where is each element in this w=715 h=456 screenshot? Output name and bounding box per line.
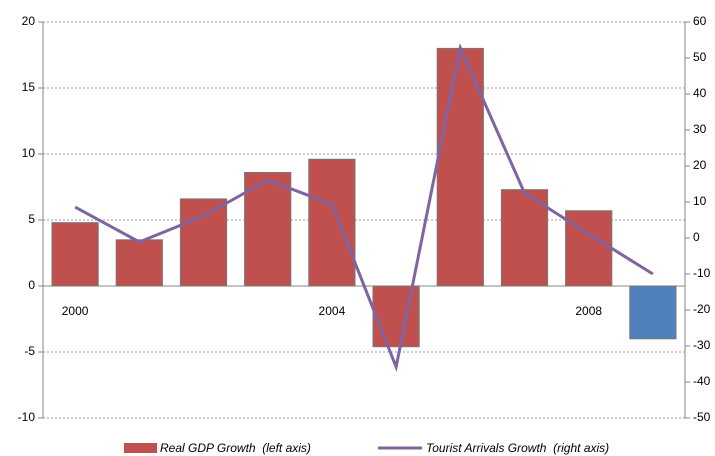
bar — [629, 285, 677, 340]
y-tick-label: -5 — [24, 344, 35, 358]
legend-label: Tourist Arrivals Growth (right axis) — [426, 441, 609, 455]
bar — [244, 171, 292, 287]
x-tick-label: 2008 — [575, 304, 602, 318]
bar — [115, 239, 163, 287]
y2-tick-label: 10 — [693, 194, 707, 208]
y-tick-label: 15 — [22, 80, 36, 94]
y2-tick-label: 30 — [693, 122, 707, 136]
y-tick-label: -10 — [18, 410, 36, 424]
y2-tick-label: -40 — [693, 374, 711, 388]
y2-tick-label: -10 — [693, 266, 711, 280]
y2-tick-label: 20 — [693, 158, 707, 172]
y-tick-label: 20 — [22, 14, 36, 28]
x-tick-label: 2004 — [319, 304, 346, 318]
y-tick-label: 0 — [28, 278, 35, 292]
y2-tick-label: 60 — [693, 14, 707, 28]
bar — [179, 198, 228, 287]
y2-tick-label: 50 — [693, 50, 707, 64]
y-tick-label: 5 — [28, 212, 35, 226]
y2-tick-label: -50 — [693, 410, 711, 424]
bar — [436, 47, 484, 287]
bar — [308, 158, 356, 287]
legend-label: Real GDP Growth (left axis) — [160, 441, 311, 455]
bar — [500, 189, 549, 287]
bar — [51, 222, 99, 287]
y-tick-label: 10 — [22, 146, 36, 160]
x-tick-label: 2000 — [62, 304, 89, 318]
line — [74, 42, 654, 373]
legend-swatch — [124, 443, 157, 453]
y2-tick-label: 40 — [693, 86, 707, 100]
y2-tick-label: -20 — [693, 302, 711, 316]
y2-tick-label: -30 — [693, 338, 711, 352]
bar — [372, 285, 420, 348]
y2-tick-label: 0 — [693, 230, 700, 244]
